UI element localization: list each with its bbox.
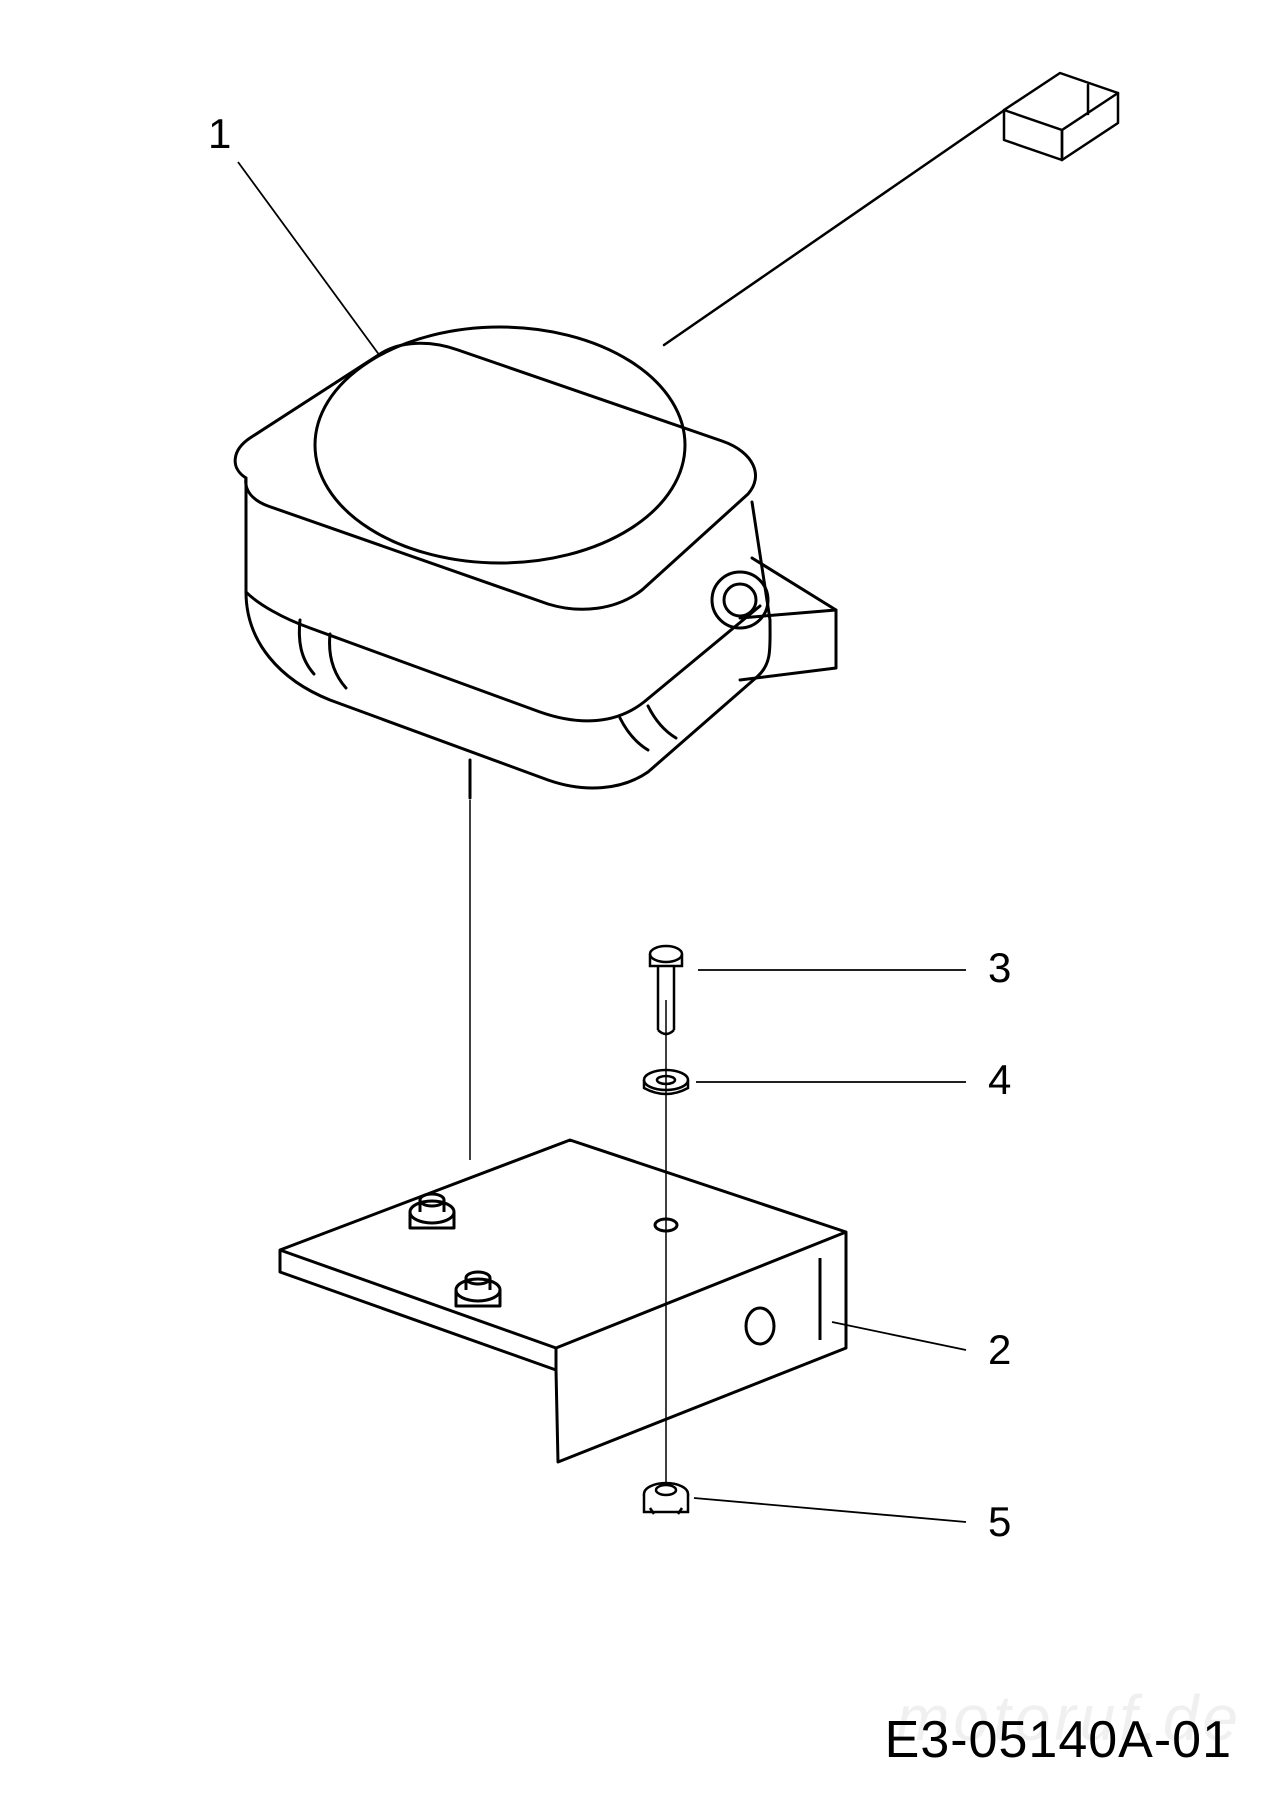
switch-assembly xyxy=(235,73,1118,798)
callout-label-4: 4 xyxy=(988,1056,1011,1104)
exploded-view-drawing xyxy=(0,0,1272,1800)
callout-label-2: 2 xyxy=(988,1326,1011,1374)
callout-leaders xyxy=(238,162,966,1522)
mounting-bracket xyxy=(280,1140,846,1462)
callout-label-5: 5 xyxy=(988,1498,1011,1546)
assembly-axis xyxy=(470,800,666,1490)
drawing-id: E3-05140A-01 xyxy=(885,1710,1232,1770)
callout-label-1: 1 xyxy=(208,110,231,158)
diagram-canvas: 1 3 4 2 5 motoruf.de E3-05140A-01 xyxy=(0,0,1272,1800)
nut xyxy=(644,1483,688,1514)
callout-label-3: 3 xyxy=(988,944,1011,992)
